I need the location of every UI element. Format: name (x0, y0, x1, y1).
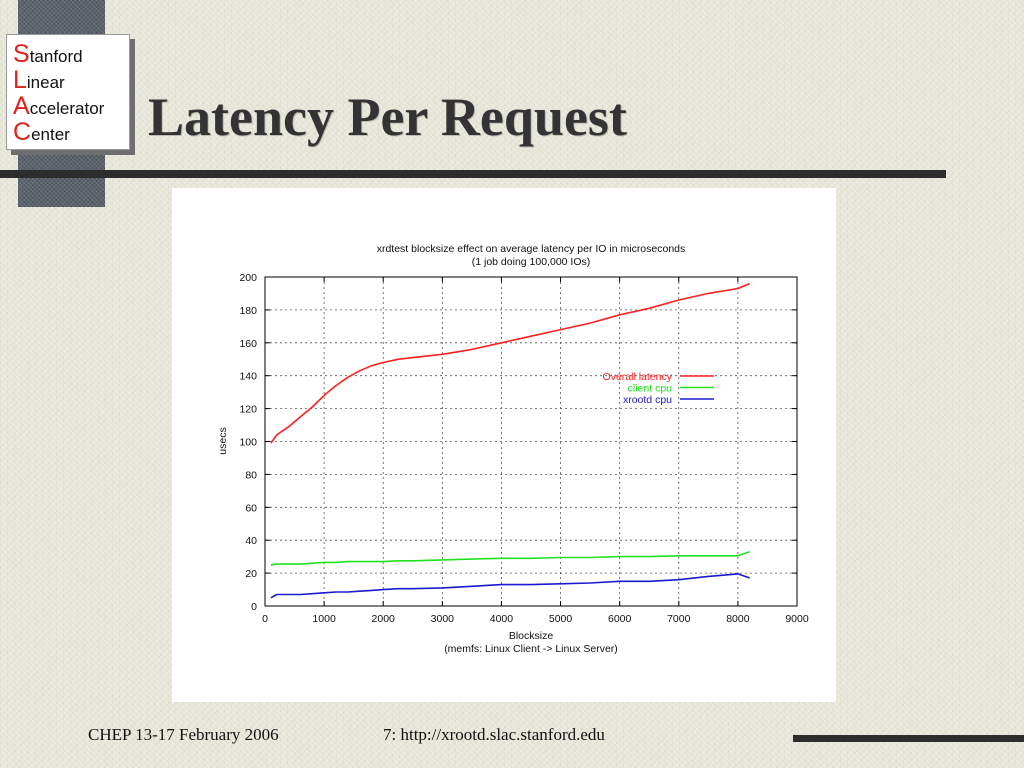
series-line-overall-latency (270, 282, 751, 444)
x-axis-note: (memfs: Linux Client -> Linux Server) (444, 643, 618, 655)
logo-word: enter (31, 125, 70, 144)
x-axis-label: Blocksize (509, 630, 554, 642)
y-tick-label: 0 (251, 601, 257, 613)
x-tick-label: 8000 (726, 613, 750, 625)
y-tick-label: 40 (245, 535, 257, 547)
footer-rule (793, 735, 1024, 742)
x-tick-label: 7000 (667, 613, 691, 625)
logo-word: inear (26, 73, 65, 92)
series-line-client-cpu (270, 550, 750, 566)
y-tick-label: 180 (239, 305, 257, 317)
y-axis-label: usecs (217, 427, 229, 454)
chart-panel: 0 1000 2000 3000 4000 5000 6000 7000 8000 9000 0 20… (172, 188, 836, 702)
x-tick-label: 4000 (490, 613, 514, 625)
logo-initial: S (13, 40, 30, 68)
logo-word: tanford (29, 47, 83, 66)
y-tick-label: 120 (239, 404, 257, 416)
y-tick-label: 200 (239, 272, 257, 284)
chart-title: xrdtest blocksize effect on average late… (377, 243, 686, 255)
logo-line-stanford: Stanford (7, 41, 129, 67)
x-tick-label: 3000 (431, 613, 455, 625)
latency-chart: 0 1000 2000 3000 4000 5000 6000 7000 8000 9000 0 20… (217, 243, 809, 655)
y-tick-label: 80 (245, 469, 257, 481)
series-line-xrootd-cpu (270, 573, 750, 599)
logo-initial: A (13, 92, 30, 120)
logo-line-center: Center (7, 119, 129, 145)
chart-subtitle: (1 job doing 100,000 IOs) (472, 256, 591, 268)
x-tick-label: 1000 (312, 613, 336, 625)
x-tick-label: 9000 (785, 613, 809, 625)
logo-line-linear: Linear (7, 67, 129, 93)
x-tick-label: 6000 (608, 613, 632, 625)
x-tick-label: 2000 (372, 613, 396, 625)
logo-initial: L (13, 66, 27, 94)
logo-word: ccelerator (29, 99, 105, 118)
legend-label-xrootd-cpu: xrootd cpu (623, 394, 672, 406)
title-rule (0, 170, 946, 178)
footer-conference: CHEP 13-17 February 2006 (88, 725, 279, 744)
y-tick-label: 140 (239, 371, 257, 383)
logo-line-accelerator: Accelerator (7, 93, 129, 119)
legend-label-client-cpu: client cpu (628, 383, 673, 395)
slide-title: Latency Per Request (148, 87, 627, 147)
logo-initial: C (13, 118, 32, 146)
x-tick-label: 5000 (549, 613, 573, 625)
footer-page-url: 7: http://xrootd.slac.stanford.edu (383, 725, 605, 744)
x-tick-label: 0 (262, 613, 268, 625)
y-tick-label: 60 (245, 502, 257, 514)
y-tick-label: 20 (245, 568, 257, 580)
y-tick-label: 100 (239, 437, 257, 449)
y-tick-label: 160 (239, 338, 257, 350)
slac-logo: Stanford Linear Accelerator Center (6, 34, 130, 150)
legend-label-overall-latency: Overall latency (603, 371, 673, 383)
